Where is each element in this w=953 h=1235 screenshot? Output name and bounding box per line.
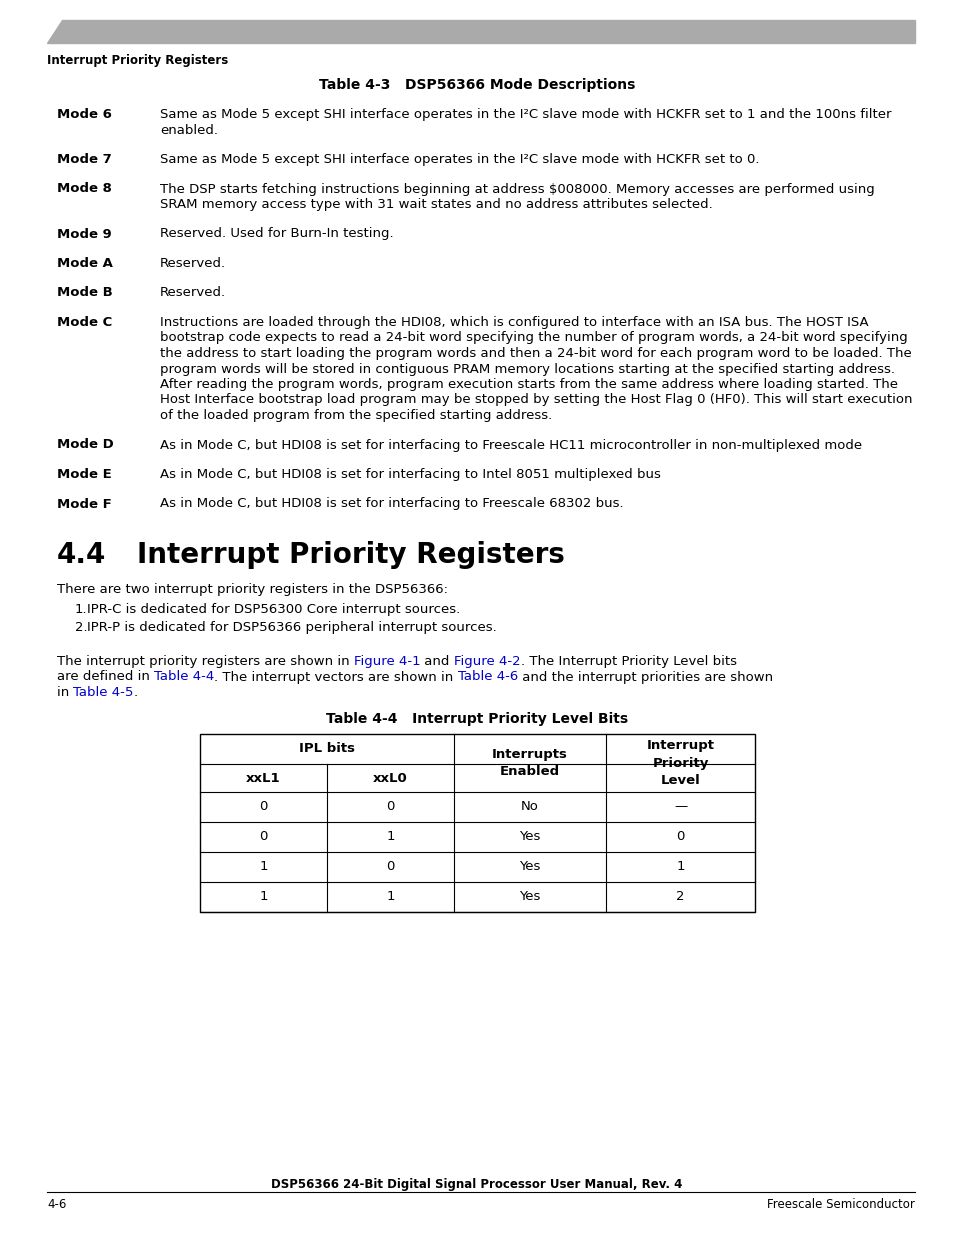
Text: Table 4-4: Table 4-4 [154, 671, 214, 683]
Text: xxL1: xxL1 [246, 772, 280, 784]
Text: Interrupts
Enabled: Interrupts Enabled [492, 748, 567, 778]
Text: 1: 1 [386, 830, 395, 844]
Text: 1: 1 [676, 861, 684, 873]
Text: The interrupt priority registers are shown in: The interrupt priority registers are sho… [57, 655, 354, 668]
Text: Table 4-4   Interrupt Priority Level Bits: Table 4-4 Interrupt Priority Level Bits [326, 713, 627, 726]
Text: Mode 7: Mode 7 [57, 153, 112, 165]
Text: in: in [57, 685, 73, 699]
Text: There are two interrupt priority registers in the DSP56366:: There are two interrupt priority registe… [57, 583, 448, 597]
Text: Table 4-3   DSP56366 Mode Descriptions: Table 4-3 DSP56366 Mode Descriptions [318, 78, 635, 91]
Text: Freescale Semiconductor: Freescale Semiconductor [766, 1198, 914, 1210]
Text: Interrupt
Priority
Level: Interrupt Priority Level [646, 740, 714, 787]
Text: Yes: Yes [518, 861, 540, 873]
Text: —: — [673, 800, 686, 814]
Text: are defined in: are defined in [57, 671, 154, 683]
Text: 4.4: 4.4 [57, 541, 107, 569]
Text: Reserved. Used for Burn-In testing.: Reserved. Used for Burn-In testing. [160, 227, 394, 241]
Text: The DSP starts fetching instructions beginning at address $008000. Memory access: The DSP starts fetching instructions beg… [160, 183, 874, 195]
Text: enabled.: enabled. [160, 124, 218, 137]
Text: and the interrupt priorities are shown: and the interrupt priorities are shown [517, 671, 773, 683]
Text: the address to start loading the program words and then a 24-bit word for each p: the address to start loading the program… [160, 347, 911, 359]
Text: .: . [133, 685, 138, 699]
Text: 0: 0 [259, 830, 268, 844]
Text: Same as Mode 5 except SHI interface operates in the I²C slave mode with HCKFR se: Same as Mode 5 except SHI interface oper… [160, 153, 759, 165]
Text: 4-6: 4-6 [47, 1198, 67, 1210]
Text: Table 4-6: Table 4-6 [457, 671, 517, 683]
Text: DSP56366 24-Bit Digital Signal Processor User Manual, Rev. 4: DSP56366 24-Bit Digital Signal Processor… [271, 1178, 682, 1191]
Text: Mode 8: Mode 8 [57, 183, 112, 195]
Text: Instructions are loaded through the HDI08, which is configured to interface with: Instructions are loaded through the HDI0… [160, 316, 868, 329]
Text: 2: 2 [676, 890, 684, 904]
Text: 1: 1 [386, 890, 395, 904]
Text: Mode 6: Mode 6 [57, 107, 112, 121]
Text: No: No [520, 800, 538, 814]
Text: Mode C: Mode C [57, 316, 112, 329]
Text: Mode D: Mode D [57, 438, 113, 452]
Text: IPR-P is dedicated for DSP56366 peripheral interrupt sources.: IPR-P is dedicated for DSP56366 peripher… [87, 621, 497, 634]
Text: 0: 0 [259, 800, 268, 814]
Text: 0: 0 [386, 800, 395, 814]
Text: and: and [420, 655, 454, 668]
Text: 2.: 2. [75, 621, 88, 634]
Text: Mode E: Mode E [57, 468, 112, 480]
Text: . The interrupt vectors are shown in: . The interrupt vectors are shown in [214, 671, 457, 683]
Text: 0: 0 [676, 830, 684, 844]
Text: 1: 1 [259, 890, 268, 904]
Text: Interrupt Priority Registers: Interrupt Priority Registers [47, 54, 228, 67]
Text: As in Mode C, but HDI08 is set for interfacing to Freescale HC11 microcontroller: As in Mode C, but HDI08 is set for inter… [160, 438, 862, 452]
Text: Yes: Yes [518, 890, 540, 904]
Text: Mode B: Mode B [57, 287, 112, 300]
Text: Table 4-5: Table 4-5 [73, 685, 133, 699]
Text: Mode F: Mode F [57, 498, 112, 510]
Text: Reserved.: Reserved. [160, 287, 226, 300]
Polygon shape [47, 20, 914, 43]
Text: After reading the program words, program execution starts from the same address : After reading the program words, program… [160, 378, 897, 391]
Text: As in Mode C, but HDI08 is set for interfacing to Intel 8051 multiplexed bus: As in Mode C, but HDI08 is set for inter… [160, 468, 660, 480]
Bar [200, 734, 754, 911]
Text: As in Mode C, but HDI08 is set for interfacing to Freescale 68302 bus.: As in Mode C, but HDI08 is set for inter… [160, 498, 623, 510]
Text: program words will be stored in contiguous PRAM memory locations starting at the: program words will be stored in contiguo… [160, 363, 894, 375]
Text: Yes: Yes [518, 830, 540, 844]
Text: SRAM memory access type with 31 wait states and no address attributes selected.: SRAM memory access type with 31 wait sta… [160, 198, 712, 211]
Text: bootstrap code expects to read a 24-bit word specifying the number of program wo: bootstrap code expects to read a 24-bit … [160, 331, 907, 345]
Text: 1.: 1. [75, 603, 88, 616]
Text: 1: 1 [259, 861, 268, 873]
Text: Host Interface bootstrap load program may be stopped by setting the Host Flag 0 : Host Interface bootstrap load program ma… [160, 394, 911, 406]
Text: Figure 4-1: Figure 4-1 [354, 655, 420, 668]
Text: 0: 0 [386, 861, 395, 873]
Text: . The Interrupt Priority Level bits: . The Interrupt Priority Level bits [520, 655, 736, 668]
Text: Mode A: Mode A [57, 257, 112, 270]
Text: IPL bits: IPL bits [298, 742, 355, 756]
Text: Mode 9: Mode 9 [57, 227, 112, 241]
Text: Same as Mode 5 except SHI interface operates in the I²C slave mode with HCKFR se: Same as Mode 5 except SHI interface oper… [160, 107, 890, 121]
Text: Reserved.: Reserved. [160, 257, 226, 270]
Text: Interrupt Priority Registers: Interrupt Priority Registers [137, 541, 564, 569]
Text: xxL0: xxL0 [373, 772, 408, 784]
Text: Figure 4-2: Figure 4-2 [454, 655, 520, 668]
Text: of the loaded program from the specified starting address.: of the loaded program from the specified… [160, 409, 552, 422]
Text: IPR-C is dedicated for DSP56300 Core interrupt sources.: IPR-C is dedicated for DSP56300 Core int… [87, 603, 459, 616]
